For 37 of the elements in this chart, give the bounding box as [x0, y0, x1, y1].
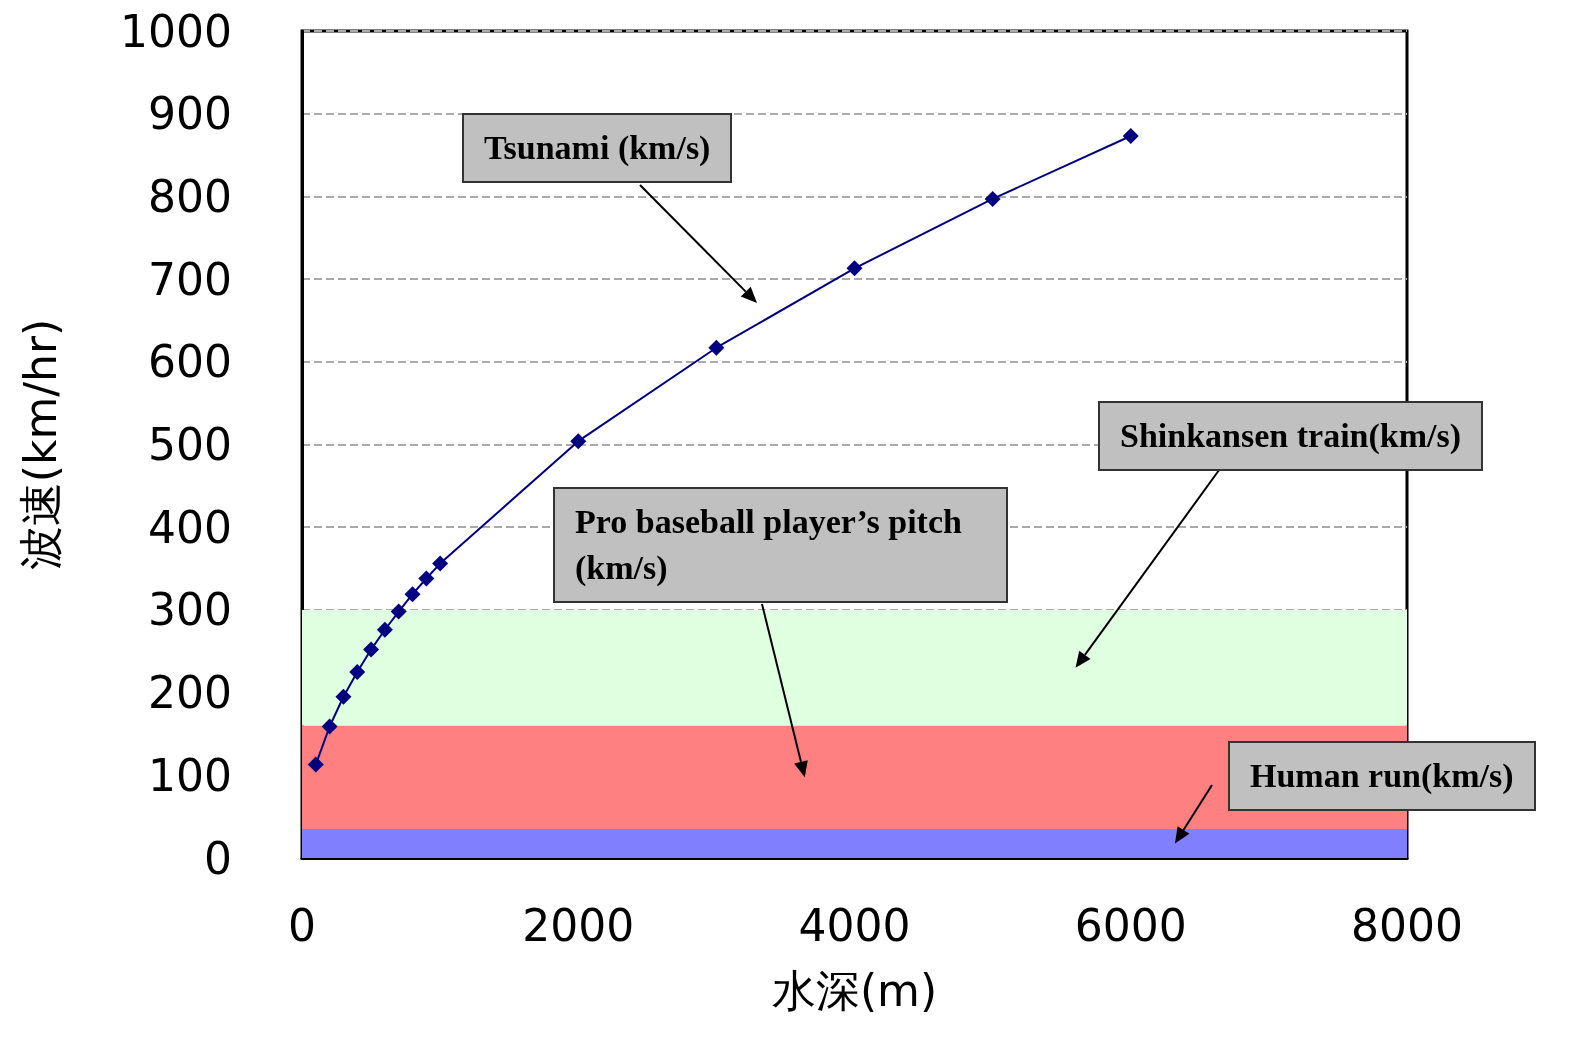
point	[349, 663, 366, 680]
y-tick-label: 200	[148, 667, 232, 719]
y-tick-label: 700	[148, 253, 232, 305]
point	[335, 688, 352, 705]
point	[708, 339, 725, 356]
y-tick-label: 400	[148, 501, 232, 553]
x-axis-title: 水深(m)	[771, 964, 938, 1016]
point	[846, 260, 863, 277]
point	[432, 555, 449, 572]
y-tick-label: 500	[148, 419, 232, 470]
point	[984, 190, 1001, 207]
point	[376, 621, 393, 638]
point	[404, 586, 421, 603]
point	[1122, 128, 1139, 145]
band-label: Pro baseball player’s pitch (km/s)	[553, 487, 1008, 603]
point	[390, 603, 407, 620]
band-label: Human run(km/s)	[1228, 741, 1536, 811]
y-tick-label: 1000	[120, 5, 232, 57]
x-tick-label: 6000	[1074, 899, 1187, 951]
x-tick-label: 4000	[798, 899, 911, 951]
point	[321, 718, 338, 735]
y-tick-label: 800	[148, 170, 232, 222]
point	[570, 433, 587, 450]
band-label: Shinkansen train(km/s)	[1098, 401, 1484, 471]
point	[363, 641, 380, 658]
x-tick-label: 8000	[1351, 899, 1463, 951]
x-tick-label: 0	[288, 899, 316, 951]
y-tick-label: 100	[148, 749, 232, 801]
x-tick-label: 2000	[522, 899, 635, 951]
point	[307, 756, 324, 773]
annotation: Tsunami (km/s)	[462, 113, 733, 183]
y-tick-label: 0	[204, 832, 232, 884]
y-tick-label: 900	[148, 88, 232, 140]
y-tick-label: 300	[148, 584, 232, 636]
y-axis-title: 波速(km/hr)	[14, 318, 66, 571]
point	[418, 570, 435, 587]
y-tick-label: 600	[148, 336, 232, 388]
